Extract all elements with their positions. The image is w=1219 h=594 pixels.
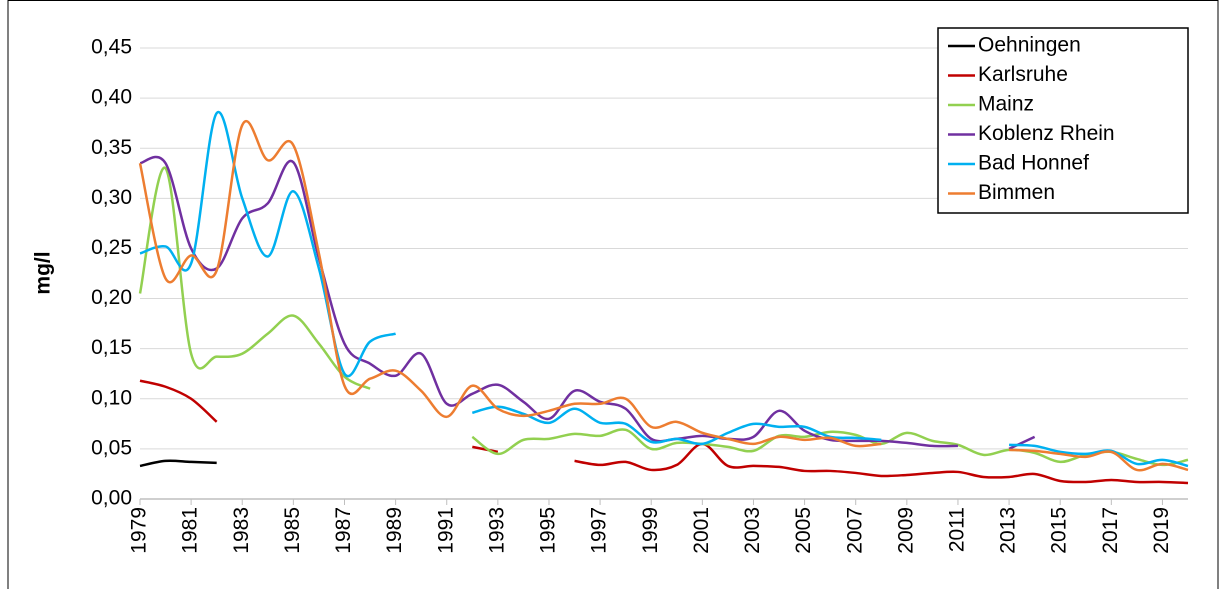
x-tick-label: 2003 bbox=[741, 507, 764, 554]
x-tick-label: 2017 bbox=[1099, 507, 1122, 554]
y-tick-label: 0,10 bbox=[91, 386, 132, 409]
series-line bbox=[138, 166, 1189, 467]
y-tick-label: 0,20 bbox=[91, 286, 132, 309]
x-tick-label: 1985 bbox=[281, 507, 304, 554]
y-tick-label: 0,35 bbox=[91, 136, 132, 159]
x-tick-label: 2011 bbox=[945, 507, 968, 552]
y-tick-label: 0,00 bbox=[91, 487, 132, 510]
x-tick-label: 2015 bbox=[1048, 507, 1071, 554]
y-tick-label: 0,15 bbox=[91, 336, 132, 359]
series-line bbox=[139, 379, 1189, 485]
legend-label: Koblenz Rhein bbox=[978, 122, 1115, 145]
x-tick-label: 1999 bbox=[639, 507, 662, 554]
legend-label: Mainz bbox=[978, 93, 1034, 116]
x-tick-label: 2013 bbox=[997, 507, 1020, 554]
frame bbox=[7, 0, 1219, 594]
y-axis-label: mg/l bbox=[32, 251, 55, 294]
y-tick-label: 0,40 bbox=[91, 86, 132, 109]
x-tick-label: 1993 bbox=[485, 507, 508, 554]
legend-label: Bad Honnef bbox=[978, 152, 1089, 175]
y-tick-label: 0,05 bbox=[91, 436, 132, 459]
series-line bbox=[139, 110, 1189, 468]
x-tick-label: 1995 bbox=[537, 507, 560, 554]
series-line bbox=[139, 459, 217, 468]
x-tick-label: 2007 bbox=[843, 507, 866, 554]
legend-label: Oehningen bbox=[978, 34, 1081, 57]
x-tick-label: 2001 bbox=[690, 507, 713, 554]
y-tick-label: 0,25 bbox=[91, 236, 132, 259]
y-tick-label: 0,30 bbox=[91, 186, 132, 209]
legend-box bbox=[937, 27, 1189, 214]
series-line bbox=[139, 155, 1036, 451]
x-tick-label: 2005 bbox=[792, 507, 815, 554]
legend-label: Karlsruhe bbox=[978, 63, 1068, 86]
x-tick-label: 1983 bbox=[230, 507, 253, 554]
series-line bbox=[138, 120, 1189, 472]
y-tick-label: 0,45 bbox=[91, 36, 132, 59]
x-tick-label: 1989 bbox=[383, 507, 406, 554]
x-tick-label: 1981 bbox=[179, 507, 202, 554]
legend-label: Bimmen bbox=[978, 181, 1055, 204]
x-tick-label: 1997 bbox=[588, 507, 611, 554]
x-tick-label: 2019 bbox=[1150, 507, 1173, 554]
x-tick-label: 1987 bbox=[332, 507, 355, 554]
x-tick-label: 1991 bbox=[434, 507, 457, 554]
x-tick-label: 2009 bbox=[894, 507, 917, 554]
x-tick-label: 1979 bbox=[128, 507, 151, 554]
